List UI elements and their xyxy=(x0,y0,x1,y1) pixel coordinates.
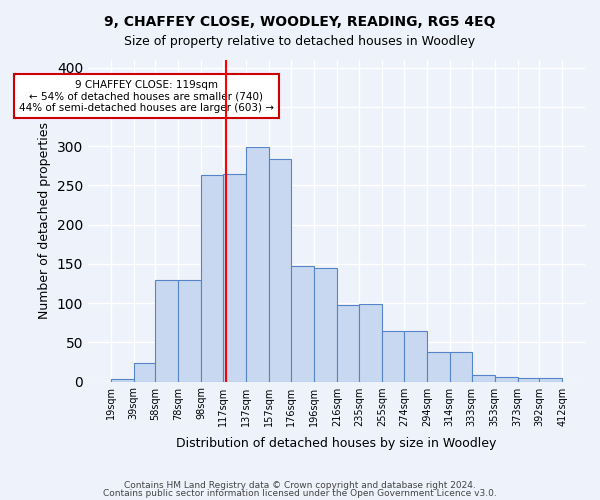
Bar xyxy=(494,377,518,382)
Bar xyxy=(382,332,404,382)
Text: 9, CHAFFEY CLOSE, WOODLEY, READING, RG5 4EQ: 9, CHAFFEY CLOSE, WOODLEY, READING, RG5 … xyxy=(104,15,496,29)
X-axis label: Distribution of detached houses by size in Woodley: Distribution of detached houses by size … xyxy=(176,437,497,450)
Bar xyxy=(134,362,155,382)
Bar xyxy=(246,147,269,382)
Bar xyxy=(539,378,562,382)
Bar xyxy=(472,376,494,382)
Bar xyxy=(110,379,134,382)
Bar xyxy=(223,174,246,382)
Bar xyxy=(314,268,337,382)
Text: Size of property relative to detached houses in Woodley: Size of property relative to detached ho… xyxy=(124,35,476,48)
Text: Contains public sector information licensed under the Open Government Licence v3: Contains public sector information licen… xyxy=(103,488,497,498)
Text: Contains HM Land Registry data © Crown copyright and database right 2024.: Contains HM Land Registry data © Crown c… xyxy=(124,481,476,490)
Bar xyxy=(450,352,472,382)
Bar xyxy=(155,280,178,382)
Bar xyxy=(291,266,314,382)
Bar xyxy=(178,280,202,382)
Bar xyxy=(427,352,450,382)
Bar xyxy=(404,330,427,382)
Bar xyxy=(359,304,382,382)
Bar xyxy=(518,378,539,382)
Bar xyxy=(202,176,223,382)
Bar xyxy=(337,304,359,382)
Y-axis label: Number of detached properties: Number of detached properties xyxy=(38,122,51,320)
Text: 9 CHAFFEY CLOSE: 119sqm
← 54% of detached houses are smaller (740)
44% of semi-d: 9 CHAFFEY CLOSE: 119sqm ← 54% of detache… xyxy=(19,80,274,113)
Bar xyxy=(269,159,291,382)
